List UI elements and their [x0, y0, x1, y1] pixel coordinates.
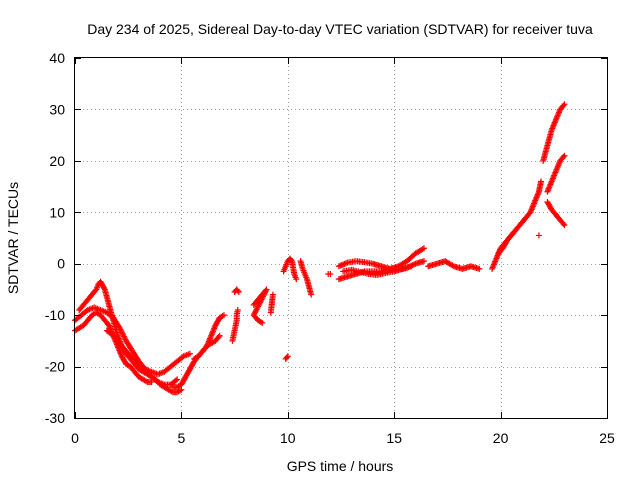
series-arc-n [325, 271, 334, 277]
x-tick-label: 0 [71, 430, 79, 446]
data-points [72, 101, 568, 396]
data-point [269, 291, 276, 298]
data-point [284, 353, 291, 360]
data-point [235, 289, 242, 295]
data-point [327, 271, 334, 277]
series-arc-e [169, 312, 227, 391]
data-point [101, 285, 108, 292]
x-tick-labels: 0 5 10 15 20 25 [71, 430, 615, 446]
data-point [476, 265, 483, 272]
data-point [561, 222, 568, 229]
series-arc-x [544, 152, 568, 195]
series-arc-m [297, 258, 315, 298]
data-point [308, 291, 315, 298]
x-axis-title: GPS time / hours [287, 458, 394, 474]
chart-title: Day 234 of 2025, Sidereal Day-to-day VTE… [87, 21, 593, 37]
series-arc-u [518, 178, 545, 226]
data-point [234, 307, 241, 313]
data-point [186, 350, 193, 357]
data-point [220, 312, 227, 319]
x-tick-label: 5 [178, 430, 186, 446]
series-arc-r [425, 258, 483, 272]
data-point [259, 319, 266, 326]
series-arc-y [540, 101, 568, 164]
series-arc-f [191, 332, 223, 362]
data-point [293, 276, 300, 283]
series-arc-d [103, 327, 181, 388]
series-arc-i [250, 286, 270, 326]
data-point [561, 101, 568, 108]
data-point [148, 379, 155, 385]
data-point [215, 334, 222, 340]
data-point [420, 258, 427, 265]
data-point [174, 376, 181, 383]
series-arc-l [280, 255, 300, 283]
y-tick-label: -10 [45, 307, 65, 323]
data-point [172, 377, 179, 384]
data-point [560, 220, 567, 227]
series-arc-b [76, 278, 185, 396]
data-point [560, 154, 567, 160]
data-point [512, 227, 519, 234]
data-point [561, 152, 568, 159]
data-point [511, 228, 518, 235]
y-tick-label: -20 [45, 359, 65, 375]
y-tick-label: 30 [49, 101, 65, 117]
x-tick-label: 15 [386, 430, 402, 446]
data-point [178, 386, 185, 393]
x-tick-label: 20 [493, 430, 509, 446]
data-point [234, 287, 241, 294]
grid-lines [75, 58, 607, 418]
y-tick-label: -30 [45, 410, 65, 426]
y-axis-title: SDTVAR / TECUs [5, 182, 21, 294]
y-tick-labels: -30 -20 -10 0 10 20 30 40 [45, 50, 65, 426]
data-point [287, 256, 294, 263]
series-arc-g [229, 307, 241, 344]
series-arc-h [231, 286, 242, 295]
x-tick-label: 25 [599, 430, 615, 446]
data-point [283, 354, 290, 361]
axis-ticks [75, 58, 608, 419]
data-point [535, 232, 542, 239]
y-tick-label: 40 [49, 50, 65, 66]
series-arc-v [535, 232, 542, 239]
plot-frame [74, 57, 608, 419]
series-arc-k [282, 353, 291, 362]
series-arc-j [267, 291, 276, 316]
y-tick-label: 20 [49, 153, 65, 169]
data-point [420, 245, 427, 252]
series-arc-w [544, 199, 568, 229]
series-arc-t [495, 227, 519, 257]
y-tick-label: 0 [57, 256, 65, 272]
series-arc-c [72, 304, 193, 378]
data-point [538, 178, 545, 185]
x-tick-label: 10 [280, 430, 296, 446]
data-point [408, 263, 415, 270]
data-point [560, 102, 567, 109]
series-arc-q [340, 263, 415, 279]
y-tick-label: 10 [49, 204, 65, 220]
data-point [216, 332, 223, 339]
